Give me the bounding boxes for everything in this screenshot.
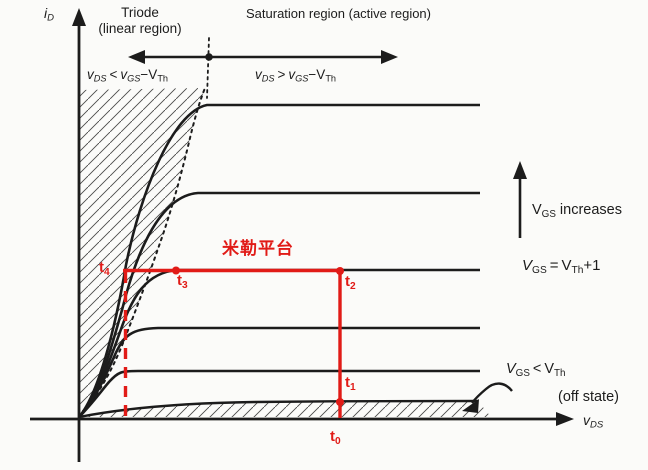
t1-label: t1 bbox=[345, 374, 356, 393]
triode-region-title: Triode (linear region) bbox=[98, 5, 182, 36]
subthreshold-curve bbox=[78, 399, 479, 419]
y-axis-arrowhead-icon bbox=[72, 8, 86, 26]
t4-label: t4 bbox=[99, 259, 110, 278]
triode-hatched-region bbox=[79, 88, 205, 417]
t1-point bbox=[336, 398, 344, 406]
saturation-region-title: Saturation region (active region) bbox=[246, 6, 431, 21]
iv-curve-1 bbox=[78, 103, 480, 418]
triode-condition: vDS < vGS−VTh bbox=[87, 67, 169, 84]
off-state-label: (off state) bbox=[558, 389, 619, 405]
saturation-condition: vDS > vGS−VTh bbox=[255, 67, 337, 84]
t3-point bbox=[172, 266, 180, 275]
iv-curve-3-plateau bbox=[78, 268, 480, 418]
offstate-curved-arrow bbox=[471, 382, 513, 404]
region-junction-dot bbox=[205, 53, 213, 61]
x-axis-label: vDS bbox=[583, 412, 604, 431]
vgs-equal-label: VGS = VTh+1 bbox=[522, 257, 601, 276]
saturation-boundary-dotted-curve bbox=[82, 87, 206, 412]
vgs-increase-arrowhead-icon bbox=[513, 161, 527, 179]
iv-curve-4 bbox=[78, 326, 480, 418]
x-axis-arrowhead-icon bbox=[556, 412, 574, 426]
t3-label: t3 bbox=[177, 272, 188, 291]
region-separator-dotted-line bbox=[206, 37, 210, 99]
miller-plateau-label: 米勒平台 bbox=[222, 239, 294, 258]
vgs-increases-label: VGS increases bbox=[532, 202, 622, 220]
y-axis-label: iD bbox=[44, 5, 54, 24]
saturation-arrowhead-icon bbox=[381, 50, 398, 64]
iv-curve-5 bbox=[78, 369, 480, 418]
t2-point bbox=[336, 267, 344, 275]
triode-arrowhead-icon bbox=[128, 50, 145, 64]
vgs-below-threshold-label: VGS < VTh bbox=[506, 361, 566, 379]
t0-label: t0 bbox=[330, 428, 341, 447]
t2-label: t2 bbox=[345, 273, 356, 292]
offstate-arrowhead-icon bbox=[462, 399, 479, 413]
